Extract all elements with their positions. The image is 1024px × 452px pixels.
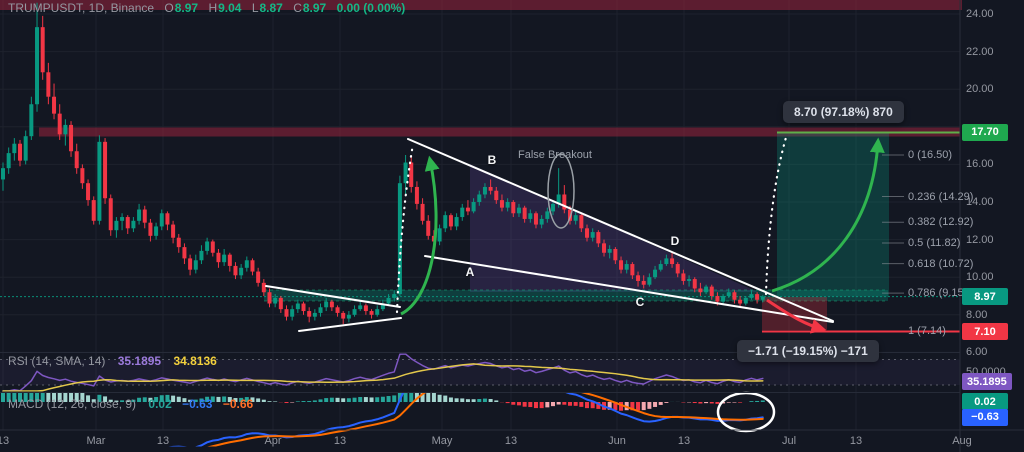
symbol-title: TRUMPUSDT, 1D, Binance bbox=[8, 1, 155, 15]
fib-level-label: 0.236 (14.29) bbox=[908, 190, 974, 203]
price-axis-label: 16.00 bbox=[966, 158, 994, 171]
time-axis-label: 13 bbox=[0, 435, 10, 447]
rsi-sma-line bbox=[2, 363, 764, 392]
price-axis-label: 8.00 bbox=[966, 308, 988, 321]
symbol-legend[interactable]: TRUMPUSDT, 1D, Binance O8.97 H9.04 L8.87… bbox=[8, 1, 405, 15]
bullish-projection-arrow bbox=[771, 137, 885, 293]
fib-level-label: 1 (7.14) bbox=[908, 324, 946, 337]
high-value: 9.04 bbox=[218, 1, 242, 15]
close-value: 8.97 bbox=[302, 1, 327, 15]
time-axis-label: 13 bbox=[333, 435, 347, 447]
stop-tooltip: −1.71 (−19.15%) −171 bbox=[737, 340, 879, 362]
macd-highlight-circle bbox=[716, 391, 776, 433]
price-axis-badge: 17.70 bbox=[962, 123, 1008, 141]
rsi-value: 35.1895 bbox=[117, 354, 162, 368]
time-axis-label: 13 bbox=[677, 435, 691, 447]
bearish-projection-arrow bbox=[766, 298, 827, 334]
wave-letter-a: A bbox=[465, 265, 475, 279]
time-axis-label: Apr bbox=[264, 435, 282, 447]
time-axis-label: Jul bbox=[781, 435, 797, 447]
price-axis-badge: 7.10 bbox=[962, 323, 1008, 341]
price-axis-label: 10.00 bbox=[966, 271, 994, 284]
time-axis-label: Aug bbox=[952, 435, 972, 447]
trendlines bbox=[265, 138, 834, 332]
fib-level-label: 0.618 (10.72) bbox=[908, 257, 974, 270]
false-breakout-label: False Breakout bbox=[518, 149, 592, 161]
macd-signal-line bbox=[207, 392, 764, 447]
rsi-title: RSI (14, SMA, 14) bbox=[8, 354, 106, 368]
time-axis-label: May bbox=[431, 435, 453, 447]
price-axis-label: 6.00 bbox=[966, 346, 988, 359]
close-label: C bbox=[293, 1, 302, 15]
target-tooltip: 8.70 (97.18%) 870 bbox=[783, 101, 904, 123]
resistance-bands bbox=[0, 0, 962, 137]
false-breakout-ellipse bbox=[547, 153, 575, 229]
price-axis-badge: 8.97 bbox=[962, 288, 1008, 306]
pump-arrow bbox=[400, 155, 440, 316]
price-axis-badge: −0.63 bbox=[962, 408, 1008, 426]
time-axis-label: 13 bbox=[156, 435, 170, 447]
time-axis-label: 13 bbox=[504, 435, 518, 447]
rsi-legend[interactable]: RSI (14, SMA, 14) 35.1895 34.8136 bbox=[8, 354, 217, 368]
price-axis-label: 22.00 bbox=[966, 45, 994, 58]
fib-level-label: 0.5 (11.82) bbox=[908, 236, 961, 249]
macd-signal-value: −0.66 bbox=[222, 397, 254, 411]
macd-line-value: −0.63 bbox=[182, 397, 213, 411]
low-label: L bbox=[251, 1, 259, 15]
macd-legend[interactable]: MACD (12, 26, close, 9) 0.02 −0.63 −0.66 bbox=[8, 397, 253, 411]
low-value: 8.87 bbox=[259, 1, 283, 15]
wave-letter-d: D bbox=[670, 234, 680, 248]
time-axis-label: 13 bbox=[849, 435, 863, 447]
fib-level-label: 0 (16.50) bbox=[908, 149, 953, 161]
target-box bbox=[777, 132, 889, 297]
open-label: O bbox=[164, 1, 174, 15]
time-axis-label: Mar bbox=[86, 435, 106, 447]
fib-level-label: 0.382 (12.92) bbox=[908, 216, 974, 229]
macd-histogram bbox=[1, 392, 765, 411]
price-axis-label: 24.00 bbox=[966, 8, 994, 20]
time-axis-label: Jun bbox=[608, 435, 626, 447]
price-axis-label: 14.00 bbox=[966, 196, 994, 208]
wave-letter-c: C bbox=[635, 295, 645, 309]
high-label: H bbox=[208, 1, 218, 15]
macd-hist-value: 0.02 bbox=[148, 397, 172, 411]
open-value: 8.97 bbox=[174, 1, 199, 15]
price-axis-label: 12.00 bbox=[966, 233, 994, 246]
pump-dotted-path bbox=[395, 142, 415, 314]
change-value: 0.00 (0.00%) bbox=[336, 1, 406, 15]
fib-level-label: 0.786 (9.15) bbox=[908, 287, 968, 300]
macd-title: MACD (12, 26, close, 9) bbox=[8, 397, 137, 411]
macd-line bbox=[168, 392, 764, 447]
wave-letter-b: B bbox=[487, 153, 497, 167]
rsi-sma-value: 34.8136 bbox=[173, 354, 217, 368]
price-axis-label: 20.00 bbox=[966, 83, 994, 96]
price-axis-badge: 35.1895 bbox=[962, 373, 1012, 391]
price-axis-badge: 0.02 bbox=[962, 393, 1008, 411]
